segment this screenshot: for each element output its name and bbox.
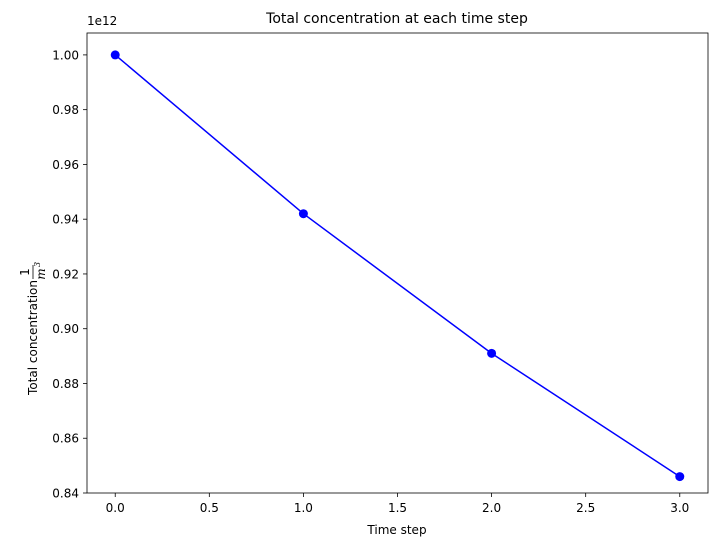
y-axis-offset-label: 1e12	[87, 14, 117, 28]
data-point	[487, 348, 497, 358]
y-axis-unit-denominator-exponent: 3	[33, 262, 42, 267]
x-axis-label: Time step	[366, 523, 426, 537]
chart-title: Total concentration at each time step	[265, 11, 528, 27]
axis-ticks: 0.0 0.5 1.0 1.5 2.0 2.5 3.0 0.84 0.86 0.88 0.90 0.9…	[52, 48, 689, 515]
y-tick-label: 0.84	[52, 487, 79, 501]
plot-frame	[86, 32, 709, 494]
y-axis-unit-numerator: 1	[18, 268, 32, 276]
y-tick-label: 1.00	[52, 48, 79, 62]
y-tick-label: 0.94	[52, 213, 79, 227]
x-tick-label: 0.5	[200, 501, 219, 515]
y-tick-label: 0.96	[52, 158, 79, 172]
data-point	[675, 472, 685, 482]
y-tick-label: 0.88	[52, 377, 79, 391]
data-point	[110, 50, 120, 60]
data-point	[298, 209, 308, 219]
y-axis-unit-denominator-base: m	[34, 268, 48, 279]
series-layer	[110, 50, 685, 482]
x-tick-label: 2.0	[482, 501, 501, 515]
y-axis-label-text: Total concentration	[26, 280, 40, 396]
y-tick-label: 0.86	[52, 432, 79, 446]
y-tick-label: 0.90	[52, 322, 79, 336]
y-axis-label: Total concentration 1 m 3	[18, 262, 48, 396]
x-tick-label: 1.0	[294, 501, 313, 515]
series-line	[114, 54, 681, 478]
y-tick-label: 0.92	[52, 267, 79, 281]
x-tick-label: 2.5	[576, 501, 595, 515]
x-tick-label: 0.0	[106, 501, 125, 515]
y-tick-label: 0.98	[52, 103, 79, 117]
x-tick-label: 3.0	[670, 501, 689, 515]
x-tick-label: 1.5	[388, 501, 407, 515]
